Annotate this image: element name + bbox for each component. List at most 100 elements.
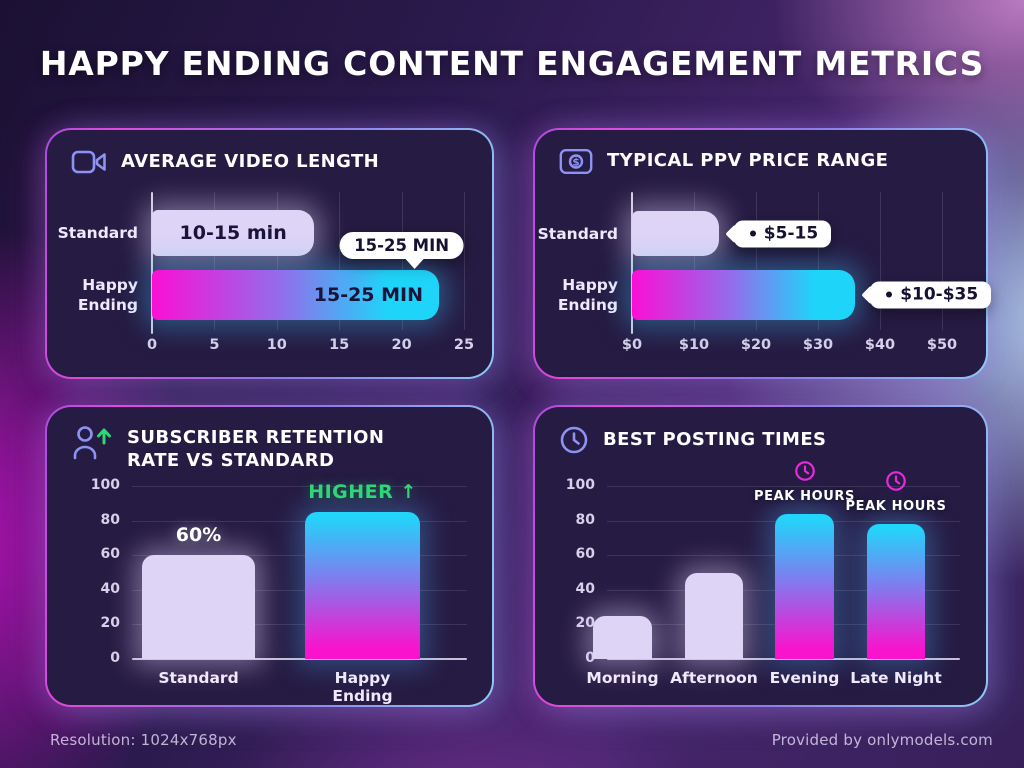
category-label: Afternoon	[670, 669, 758, 687]
panel-average-video-length: AVERAGE VIDEO LENGTH 0 5 10 15 20 25 Standard 1…	[45, 128, 494, 379]
panel-title: TYPICAL PPV PRICE RANGE	[607, 150, 889, 172]
gridline	[132, 486, 467, 487]
subscriber-growth-icon	[71, 423, 113, 463]
axis-line	[132, 658, 467, 660]
row-label: Happy Ending	[557, 275, 618, 314]
axis-line	[607, 658, 960, 660]
bar-value-label: 10-15 min	[179, 222, 287, 244]
clock-icon	[559, 425, 589, 455]
gridline	[339, 192, 341, 330]
peak-hours-label: PEAK HOURS	[754, 488, 855, 504]
bar-value-label: 60%	[175, 524, 222, 547]
peak-hours-label: PEAK HOURS	[845, 499, 947, 515]
bar	[632, 211, 719, 256]
gridline	[214, 192, 216, 330]
category-label: Happy Ending	[332, 669, 393, 705]
tick-label: 25	[453, 337, 475, 353]
panel-title: SUBSCRIBER RETENTION RATE VS STANDARD	[127, 427, 385, 471]
bar: 15-25 MIN	[152, 270, 440, 320]
tick-label: 20	[100, 615, 120, 632]
bar-value-label: 15-25 MIN	[313, 284, 424, 306]
tick-label: 20	[391, 337, 412, 353]
annotation-higher: HIGHER ↑	[308, 480, 417, 503]
panel-header: $ TYPICAL PPV PRICE RANGE	[559, 148, 888, 175]
tick-label: 100	[90, 477, 120, 493]
chart-subscriber-retention: 0 20 40 60 80 100 Standard 60% Happy Ending HIGHE…	[47, 407, 492, 705]
axis-line	[151, 192, 153, 334]
bar	[685, 572, 743, 659]
peak-clock-icon	[885, 470, 907, 492]
price-tag: $10-$35	[870, 281, 992, 309]
gridline	[818, 192, 819, 330]
bar	[867, 524, 925, 659]
page-title: HAPPY ENDING CONTENT ENGAGEMENT METRICS	[39, 44, 985, 83]
gridline	[276, 192, 278, 330]
price-tag: $5-15	[733, 220, 832, 247]
category-label: Standard	[158, 669, 239, 687]
tick-label: 0	[110, 650, 120, 666]
price-tag-text: $5-15	[763, 223, 819, 243]
tick-label: 100	[565, 477, 595, 493]
category-label: Morning	[586, 669, 659, 687]
footer-credit: Provided by onlymodels.com	[771, 731, 993, 749]
gridline	[880, 192, 881, 330]
tick-label: 10	[266, 337, 287, 353]
panel-header: AVERAGE VIDEO LENGTH	[71, 148, 379, 176]
tick-label: 15	[329, 337, 350, 353]
gridline	[694, 192, 695, 330]
gridline	[132, 624, 467, 626]
row-label: Standard	[57, 223, 138, 242]
footer-resolution: Resolution: 1024x768px	[50, 731, 237, 749]
category-label: Evening	[769, 669, 840, 687]
panel-header: SUBSCRIBER RETENTION RATE VS STANDARD	[71, 423, 439, 472]
panel-background: BEST POSTING TIMES 0 20 40 60 80 100 Morning Af…	[535, 407, 986, 705]
tick-label: $10	[678, 337, 710, 353]
price-tag-text: $10-$35	[900, 284, 979, 305]
gridline	[607, 486, 960, 487]
tick-label: $30	[802, 337, 834, 353]
tick-label: 5	[209, 337, 220, 353]
panel-title: AVERAGE VIDEO LENGTH	[121, 150, 380, 172]
price-tag-dot	[749, 230, 756, 236]
tick-label: 40	[575, 580, 595, 597]
panel-background: AVERAGE VIDEO LENGTH 0 5 10 15 20 25 Standard 1…	[47, 130, 492, 377]
bar: 10-15 min	[152, 210, 315, 256]
row-label: Happy Ending	[77, 275, 138, 314]
gridline	[132, 520, 467, 522]
panel-subscriber-retention: SUBSCRIBER RETENTION RATE VS STANDARD 0 2…	[45, 405, 494, 707]
tick-label: $0	[621, 337, 643, 353]
panel-title: BEST POSTING TIMES	[603, 428, 827, 450]
value-tooltip: 15-25 MIN	[339, 232, 465, 269]
tick-label: 60	[100, 546, 120, 563]
gridline	[942, 192, 943, 330]
tick-label: $50	[926, 337, 958, 353]
gridline	[464, 192, 465, 330]
peak-clock-icon	[794, 460, 816, 482]
gridline	[132, 555, 467, 557]
axis-line	[631, 192, 633, 334]
bar	[632, 270, 856, 320]
category-label: Late Night	[850, 669, 942, 687]
tick-label: 80	[100, 511, 120, 528]
row-label: Standard	[537, 224, 618, 243]
bar	[593, 615, 652, 659]
gridline	[756, 192, 757, 330]
tick-label: 0	[585, 650, 595, 666]
tick-label: 0	[146, 337, 158, 353]
svg-text:$: $	[572, 156, 579, 168]
bar	[142, 555, 255, 659]
panel-ppv-price-range: $ TYPICAL PPV PRICE RANGE $0 $10 $20 $30 $40…	[533, 128, 992, 379]
panel-header: BEST POSTING TIMES	[559, 425, 826, 455]
panel-background: $ TYPICAL PPV PRICE RANGE $0 $10 $20 $30 $40…	[535, 130, 992, 377]
tick-label: 60	[575, 546, 595, 563]
tick-label: 80	[575, 511, 595, 528]
tick-label: 20	[575, 615, 595, 632]
bar	[775, 513, 834, 659]
price-tag-dot	[886, 291, 893, 298]
tick-label: $20	[740, 337, 772, 353]
chart-ppv-price-range: $0 $10 $20 $30 $40 $50 Standard $5-15 Happy Endi…	[535, 130, 992, 377]
money-icon: $	[559, 148, 593, 175]
chart-best-posting-times: 0 20 40 60 80 100 Morning Afternoon Evening Late …	[535, 407, 986, 705]
tick-label: 40	[100, 580, 120, 597]
